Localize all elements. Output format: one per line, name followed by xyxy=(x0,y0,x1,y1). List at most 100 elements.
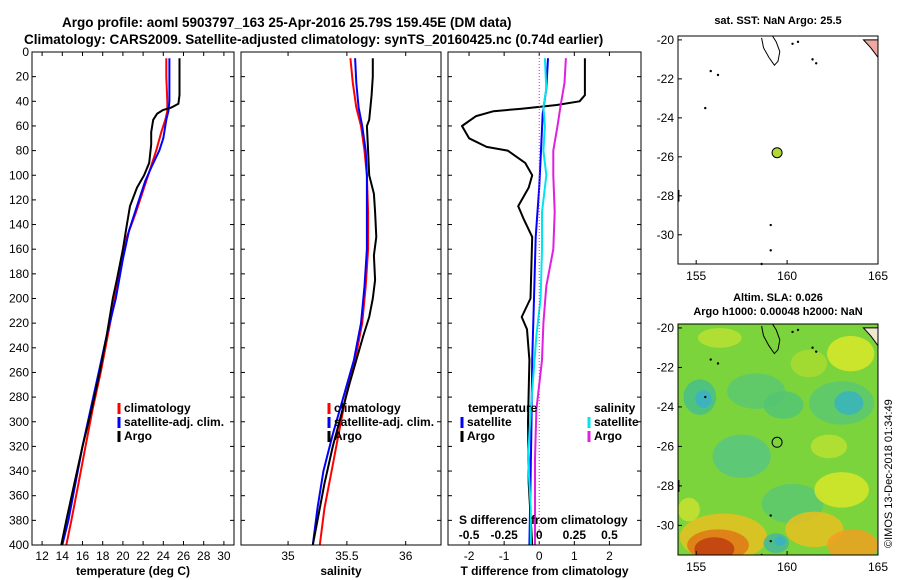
map_sla-island xyxy=(769,539,772,543)
map_sst-frame xyxy=(677,35,879,265)
salinity-series-satellite-adj-clim- xyxy=(311,58,368,545)
map_sst-island xyxy=(791,42,794,45)
sla-heatmap-cell xyxy=(774,536,786,547)
salinity-legend-label: Argo xyxy=(334,429,362,443)
sst-map-argo-marker xyxy=(771,147,783,159)
salinity-xtick-label: 35.5 xyxy=(335,549,359,563)
difference-xtick-label: -1 xyxy=(499,549,510,563)
map_sst-island xyxy=(716,73,720,77)
temperature-ytick-label: 380 xyxy=(9,513,29,527)
temperature-plot-frame xyxy=(31,51,235,546)
difference-series-t-argo xyxy=(461,58,586,545)
difference-series-group xyxy=(461,58,586,545)
temperature-ytick-label: 0 xyxy=(22,45,29,59)
temperature-ytick-label: 20 xyxy=(16,70,30,84)
map_sst-island xyxy=(769,223,772,227)
map_sla-island xyxy=(814,350,818,353)
map_sla-reef-outline xyxy=(761,324,781,355)
map_sst-new-caledonia-land xyxy=(862,39,879,59)
sla-heatmap-cell xyxy=(763,391,804,419)
sla-heatmap-cell xyxy=(695,390,712,408)
sla-map-panel: Altim. SLA: 0.026 Argo h1000: 0.00048 h20… xyxy=(657,292,889,574)
temperature-ytick-label: 80 xyxy=(16,144,30,158)
map_sst-ytick-label: -30 xyxy=(657,228,675,242)
temperature-xtick-label: 14 xyxy=(56,549,70,563)
map_sla-ytick-label: -24 xyxy=(657,400,675,414)
map_sla-xtick-label: 160 xyxy=(777,560,797,574)
salinity-series-group xyxy=(311,58,378,545)
map_sla-xtick-label: 155 xyxy=(686,560,706,574)
map_sst-island xyxy=(769,249,772,252)
difference-legend-t-label: satellite xyxy=(467,415,512,429)
map_sst-island xyxy=(814,62,818,65)
temperature-ytick-label: 280 xyxy=(9,390,29,404)
salinity-series-argo xyxy=(311,58,378,545)
salinity-panel: 35 35.5 36 salinity climatologysatellite-adj… xyxy=(240,51,442,578)
map_sla-ytick-label: -20 xyxy=(657,321,675,335)
temperature-xtick-label: 16 xyxy=(76,549,90,563)
temperature-xtick-label: 30 xyxy=(217,549,231,563)
salinity-legend-label: satellite-adj. clim. xyxy=(334,415,434,429)
temperature-ytick-label: 260 xyxy=(9,365,29,379)
sla-map-title-line1: Altim. SLA: 0.026 xyxy=(733,292,823,304)
map_sla-xtick-label: 165 xyxy=(868,560,888,574)
temperature-series-argo xyxy=(60,58,181,545)
sla-map-title-line2: Argo h1000: 0.00048 h2000: NaN xyxy=(693,306,862,318)
sla-map-argo-marker xyxy=(771,436,783,448)
map_sla-ytick-label: -22 xyxy=(657,360,675,374)
temperature-xtick-label: 26 xyxy=(177,549,191,563)
sla-heatmap-cell xyxy=(694,537,735,555)
temperature-xtick-label: 20 xyxy=(116,549,130,563)
sla-heatmap-cell xyxy=(834,391,864,415)
map_sla-island xyxy=(811,346,814,349)
temperature-series-satellite-adj-clim- xyxy=(61,58,171,545)
map_sla-ytick-label: -30 xyxy=(657,518,675,532)
temperature-ytick-label: 360 xyxy=(9,489,29,503)
map_sla-island xyxy=(796,328,800,332)
temperature-ytick-label: 180 xyxy=(9,267,29,281)
figure-title-line1: Argo profile: aoml 5903797_163 25-Apr-20… xyxy=(62,15,511,30)
sla-heatmap-cell xyxy=(712,434,771,478)
temperature-xaxis-label: temperature (deg C) xyxy=(76,564,190,578)
temperature-ytick-label: 120 xyxy=(9,193,29,207)
difference-xtick-label: 1 xyxy=(571,549,578,563)
sla-heatmap-cell xyxy=(827,529,878,555)
difference-s-tick-label: 0.25 xyxy=(563,528,587,542)
temperature-legend-label: Argo xyxy=(124,429,152,443)
sla-heatmap-cell xyxy=(785,511,844,548)
imos-credit: ©IMOS 13-Dec-2018 01:34:49 xyxy=(883,399,895,548)
map_sla-ytick-label: -26 xyxy=(657,439,675,453)
map_sla-island xyxy=(704,395,707,399)
map_sla-island xyxy=(791,330,794,334)
sla-heatmap-cell xyxy=(810,434,848,459)
difference-legend-s-heading: salinity xyxy=(594,401,636,415)
temperature-legend-label: climatology xyxy=(124,401,191,415)
temperature-xtick-label: 28 xyxy=(197,549,211,563)
map_sst-island xyxy=(709,69,712,73)
temperature-legend-label: satellite-adj. clim. xyxy=(124,415,224,429)
sst-map-panel: sat. SST: NaN Argo: 25.5 155 160 165 -20 -22 -… xyxy=(657,15,889,283)
map_sla-island xyxy=(716,362,720,365)
map_sla-ytick-label: -28 xyxy=(657,479,675,493)
temperature-ytick-label: 40 xyxy=(16,94,30,108)
sst-map-title: sat. SST: NaN Argo: 25.5 xyxy=(714,15,841,27)
salinity-legend-label: climatology xyxy=(334,401,401,415)
temperature-panel: 0 20 40 60 80 100 120 140 160 180 200 220 240 260 280 3… xyxy=(9,45,235,578)
map_sst-ytick-label: -26 xyxy=(657,150,675,164)
map_sst-ytick-label: -24 xyxy=(657,111,675,125)
salinity-plot-frame xyxy=(240,51,442,546)
map_sst-xtick-label: 165 xyxy=(868,269,888,283)
temperature-ytick-label: 340 xyxy=(9,464,29,478)
difference-series-s-satellite xyxy=(527,58,548,545)
temperature-ytick-label: 300 xyxy=(9,415,29,429)
temperature-xtick-label: 22 xyxy=(136,549,150,563)
difference-xtick-label: -2 xyxy=(464,549,475,563)
difference-s-axis-label: S difference from climatology xyxy=(459,513,628,527)
map_sst-ytick-label: -20 xyxy=(657,33,675,47)
salinity-xaxis-label: salinity xyxy=(320,564,362,578)
map_sst-reef-outline xyxy=(761,35,781,66)
difference-legend-t-heading: temperature xyxy=(468,401,538,415)
map_sst-xtick-label: 160 xyxy=(777,269,797,283)
map_sla-frame xyxy=(677,323,879,556)
